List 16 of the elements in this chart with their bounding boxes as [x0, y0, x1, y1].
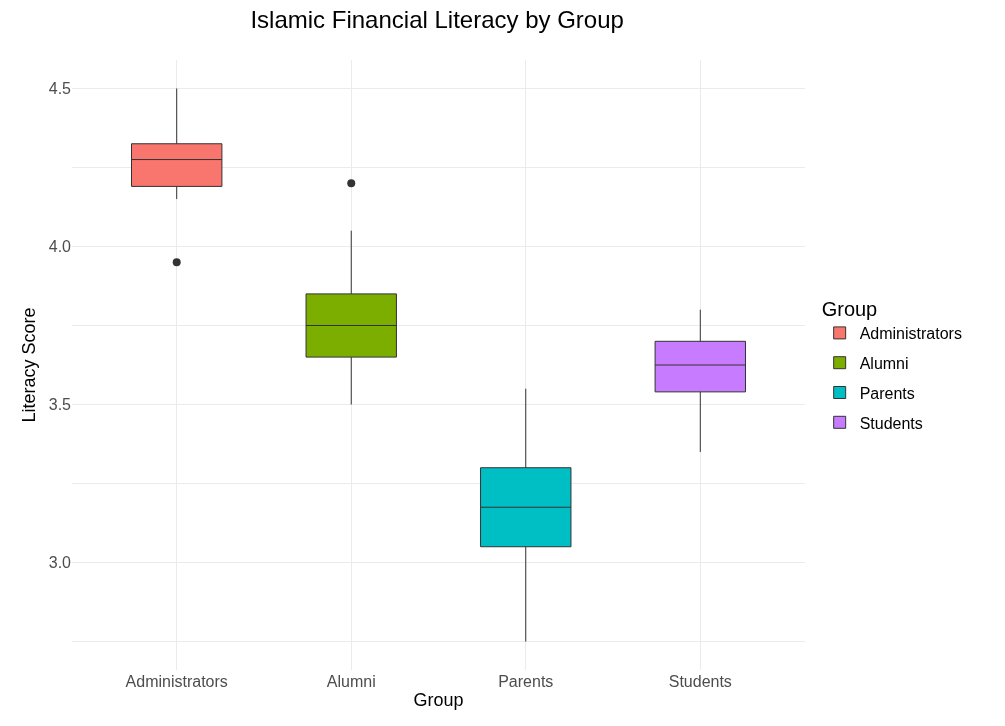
- legend-label: Students: [859, 414, 923, 432]
- y-tick-label: 3.5: [48, 396, 72, 414]
- y-tick-label: 4.5: [48, 80, 72, 98]
- legend-label: Administrators: [859, 325, 962, 343]
- x-tick-label: Alumni: [326, 673, 376, 690]
- x-tick-label: Parents: [498, 673, 554, 690]
- y-tick-label: 3.0: [48, 554, 72, 572]
- chart-title: Islamic Financial Literacy by Group: [250, 5, 624, 33]
- x-axis-title: Group: [413, 690, 464, 711]
- legend-label: Parents: [859, 384, 915, 402]
- y-axis-title: Literacy Score: [18, 307, 39, 423]
- y-tick-label: 4.0: [48, 238, 72, 256]
- x-tick-label: Students: [668, 673, 732, 690]
- x-tick-label: Administrators: [125, 673, 228, 690]
- legend-label: Alumni: [859, 354, 909, 372]
- legend-title: Group: [821, 298, 878, 320]
